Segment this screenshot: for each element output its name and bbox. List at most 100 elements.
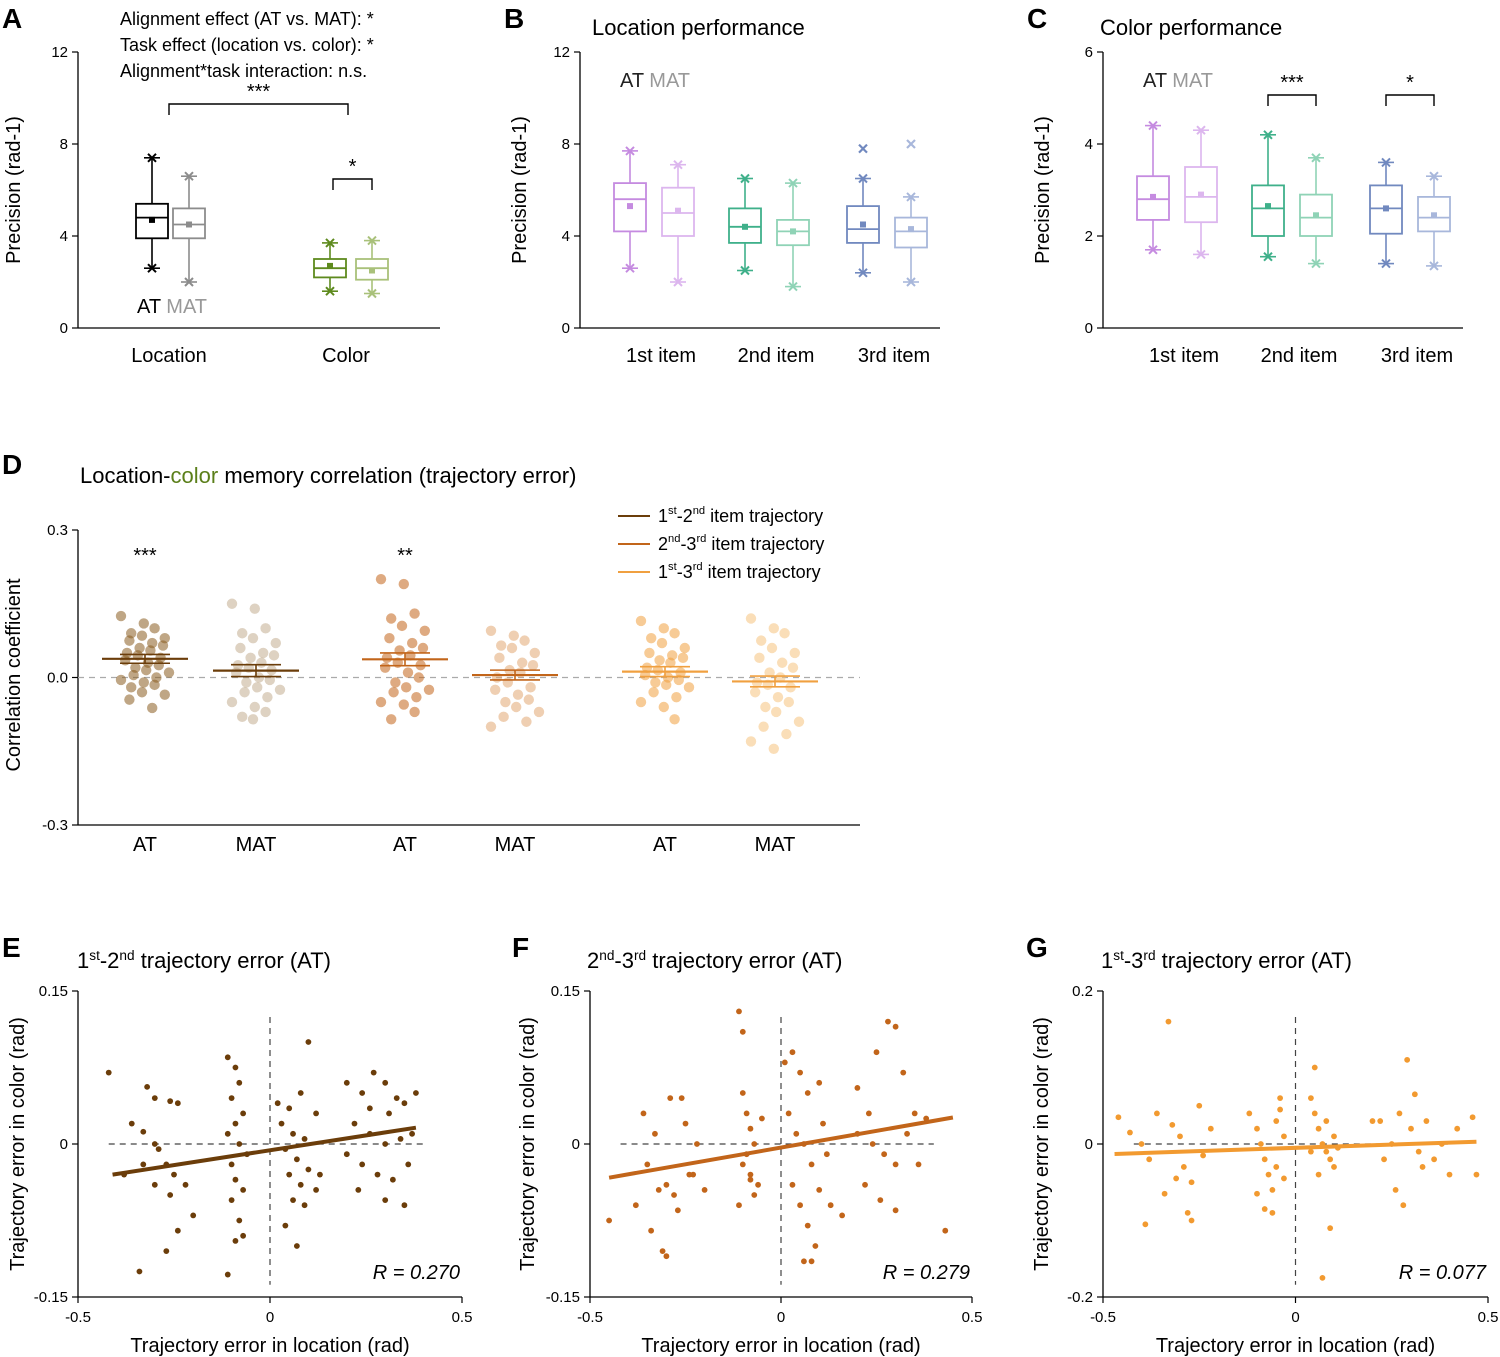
data-point <box>494 652 505 664</box>
correlation-r-label: R = 0.077 <box>1399 1262 1487 1284</box>
scatter-point <box>1446 1171 1453 1178</box>
scatter-point <box>140 1128 147 1135</box>
box-mean-marker <box>1150 193 1156 200</box>
box-1st-item-mat <box>661 159 695 287</box>
max-marker <box>788 178 798 188</box>
scatter-point <box>1273 1118 1280 1124</box>
scatter-point <box>804 1222 811 1229</box>
scatter-point <box>1277 1106 1283 1113</box>
scatter-point <box>1254 1125 1260 1132</box>
legend-at-mat-part: MAT <box>166 296 207 318</box>
x-category-label: 2nd item <box>1261 345 1338 367</box>
box-iqr <box>894 216 928 249</box>
scatter-point <box>839 1212 846 1219</box>
max-marker <box>184 171 194 181</box>
box-mean-marker <box>1383 205 1389 212</box>
scatter-point <box>797 1069 803 1076</box>
scatter-point <box>1281 1133 1287 1140</box>
panel-f: F 2nd-3rd trajectory error (AT) -0.5 0 0.5 -0… <box>512 932 982 1357</box>
data-point <box>249 603 260 614</box>
data-point <box>512 689 524 700</box>
scatter-point <box>1188 1217 1195 1224</box>
y-tick-label: 0.0 <box>47 670 68 687</box>
scatter-point <box>1196 1102 1203 1109</box>
scatter-point <box>305 1039 312 1045</box>
scatter-point <box>313 1187 319 1193</box>
y-tick-label: -0.3 <box>42 817 68 834</box>
box-mean-marker <box>1431 212 1437 219</box>
data-point <box>149 679 160 691</box>
legend-entry-part: st <box>668 561 678 573</box>
scatter-point <box>1381 1156 1387 1163</box>
legend-entry-part: st <box>668 505 678 517</box>
data-point <box>777 657 788 668</box>
scatter-point <box>393 1095 400 1101</box>
panel-a: A Alignment effect (AT vs. MAT): * Task ef… <box>2 3 440 367</box>
scatter-point <box>351 1120 358 1127</box>
panel-title-part: nd <box>599 948 614 963</box>
legend-entry-part: 1 <box>658 562 668 582</box>
scatter-point <box>632 1202 639 1209</box>
box-1st-item-at <box>1136 120 1170 255</box>
scatter-point <box>911 1110 918 1117</box>
scatter-point <box>343 1079 350 1086</box>
legend-at-mat: AT MAT <box>137 296 207 318</box>
y-axis-title: Trajectory error in color (rad) <box>7 1017 29 1271</box>
scatter-point <box>224 1130 231 1137</box>
data-point <box>656 637 668 649</box>
scatter-point <box>236 1217 243 1224</box>
scatter-point <box>232 1238 239 1244</box>
x-category-label: AT <box>393 834 417 856</box>
min-marker <box>1381 258 1391 269</box>
scatter-point <box>667 1095 674 1101</box>
data-point <box>669 628 680 639</box>
scatter-point <box>1127 1129 1133 1136</box>
scatter-point <box>1169 1121 1176 1128</box>
x-category-label: MAT <box>495 834 536 856</box>
y-tick-label: 0 <box>60 320 68 337</box>
scatter-point <box>370 1069 377 1076</box>
data-point <box>388 687 399 698</box>
scatter-point <box>648 1227 655 1234</box>
scatter-point <box>397 1136 404 1142</box>
data-point <box>525 682 536 693</box>
data-point <box>136 687 148 698</box>
scatter-point <box>155 1146 162 1152</box>
legend-entry-part: 2 <box>658 534 668 554</box>
scatter-point <box>171 1171 177 1178</box>
max-marker <box>625 146 635 156</box>
data-point <box>226 696 238 708</box>
data-point <box>793 716 805 727</box>
scatter-point <box>136 1268 143 1275</box>
data-point <box>409 706 420 718</box>
data-point <box>533 706 545 718</box>
min-marker <box>858 268 868 278</box>
scatter-point <box>1269 1209 1276 1216</box>
legend-entry-part: item trajectory <box>703 562 821 582</box>
scatter-points <box>1115 1018 1480 1281</box>
scatter-point <box>1315 1125 1322 1132</box>
data-point <box>523 694 534 705</box>
scatter-point <box>801 1258 807 1265</box>
data-point <box>126 682 137 693</box>
box-mean-marker <box>908 226 914 233</box>
scatter-point <box>823 1151 830 1158</box>
panel-title: 1st-2nd trajectory error (AT) <box>77 948 331 973</box>
scatter-point <box>892 1023 899 1030</box>
data-point <box>407 637 418 649</box>
scatter-point <box>1327 1156 1334 1163</box>
outlier-marker <box>858 143 868 154</box>
data-point <box>226 598 238 609</box>
scatter-point <box>854 1085 861 1091</box>
scatter-point <box>827 1202 834 1209</box>
data-point <box>758 721 769 732</box>
data-point <box>145 645 156 656</box>
x-tick-label: -0.5 <box>1090 1309 1116 1326</box>
max-marker <box>673 159 683 170</box>
scatter-point <box>1261 1156 1268 1163</box>
scatter-point <box>869 1141 876 1147</box>
panel-title-part: st <box>89 948 100 963</box>
scatter-point <box>892 1161 899 1168</box>
data-point <box>648 687 659 698</box>
x-category-label: 1st item <box>626 345 696 367</box>
